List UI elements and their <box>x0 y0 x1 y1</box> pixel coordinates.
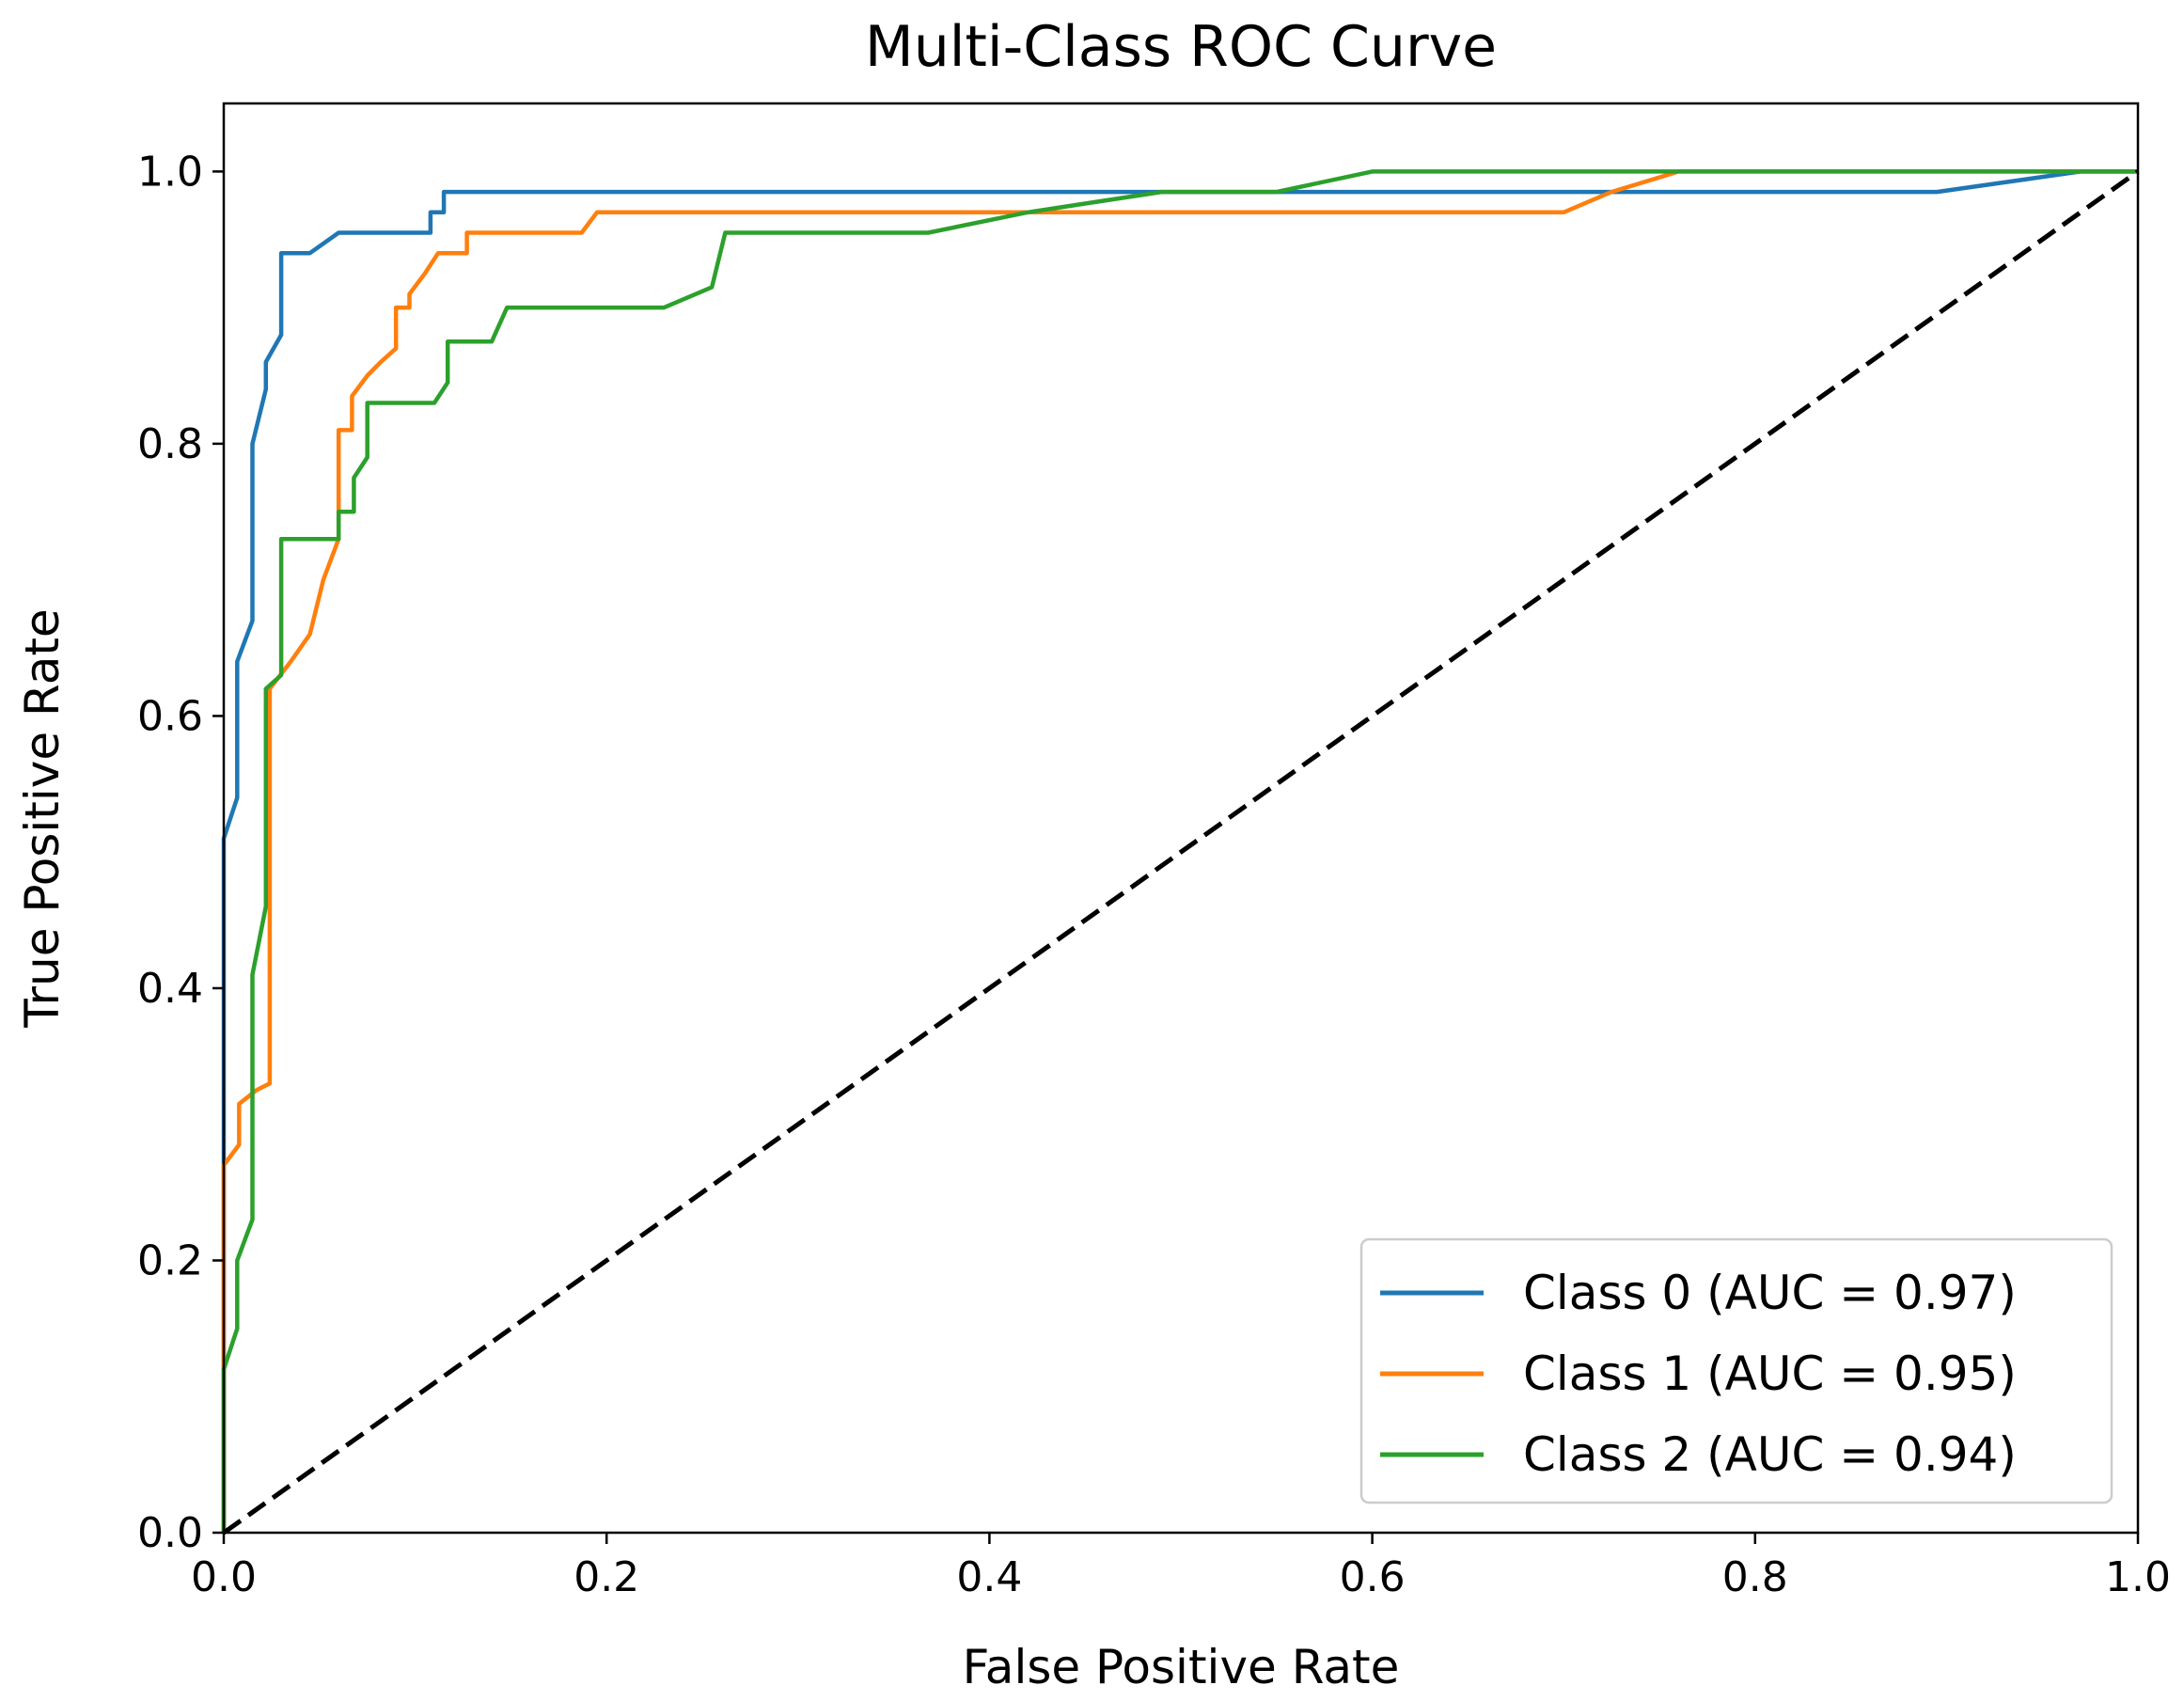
diagonal-reference-line <box>222 169 2140 1536</box>
x-tick-label: 0.2 <box>573 1553 639 1601</box>
x-axis-ticks: 0.0 0.2 0.4 0.6 0.8 1.0 <box>191 1533 2171 1601</box>
y-tick-label: 0.0 <box>137 1509 203 1557</box>
axes-frame <box>222 102 2140 1535</box>
y-axis-label: True Positive Rate <box>15 608 70 1028</box>
y-tick-label: 1.0 <box>137 148 203 196</box>
plot-area <box>221 102 2140 1536</box>
series-layer <box>221 169 2140 1536</box>
y-tick-label: 0.6 <box>137 692 203 740</box>
legend-entries: Class 0 (AUC = 0.97) Class 1 (AUC = 0.95)… <box>1380 1266 2017 1482</box>
y-tick-label: 0.4 <box>137 965 203 1013</box>
legend-label: Class 2 (AUC = 0.94) <box>1523 1427 2017 1482</box>
series-line-class-0 <box>221 169 2138 1533</box>
y-tick-label: 0.8 <box>137 420 203 468</box>
legend-label: Class 1 (AUC = 0.95) <box>1523 1347 2017 1401</box>
legend-box <box>1359 1237 2113 1504</box>
legend: Class 0 (AUC = 0.97) Class 1 (AUC = 0.95)… <box>1359 1237 2113 1504</box>
x-tick-label: 0.6 <box>1340 1553 1406 1601</box>
legend-label: Class 0 (AUC = 0.97) <box>1523 1266 2017 1320</box>
x-tick-label: 1.0 <box>2105 1553 2171 1601</box>
y-tick-label: 0.2 <box>137 1236 203 1284</box>
x-axis-label: False Positive Rate <box>963 1640 1400 1694</box>
x-tick-label: 0.8 <box>1722 1553 1788 1601</box>
chart-title: Multi-Class ROC Curve <box>865 14 1497 80</box>
x-tick-label: 0.4 <box>956 1553 1022 1601</box>
series-line-class-2 <box>221 169 2138 1533</box>
x-tick-label: 0.0 <box>191 1553 257 1601</box>
y-axis-ticks: 0.0 0.2 0.4 0.6 0.8 1.0 <box>137 148 224 1557</box>
series-line-class-1 <box>221 169 2138 1533</box>
